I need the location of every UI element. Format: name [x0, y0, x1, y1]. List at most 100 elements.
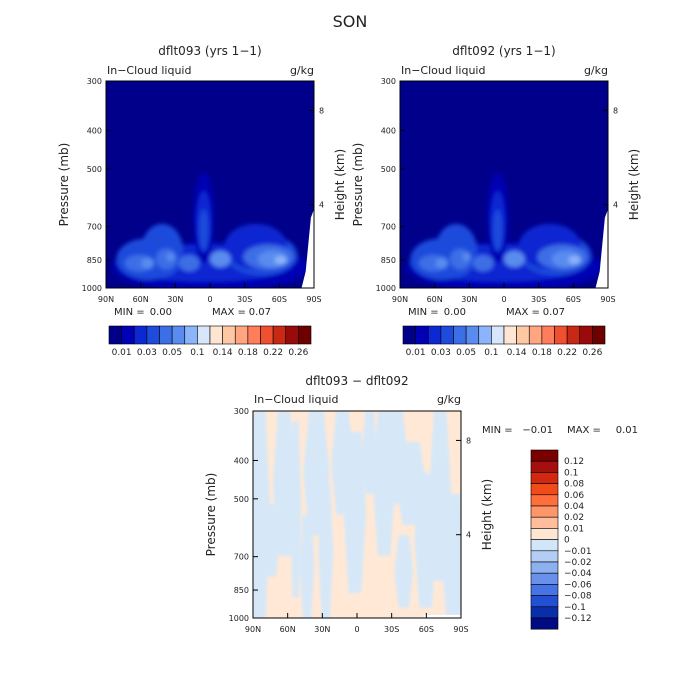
y2-tick-label: 8	[319, 106, 324, 115]
equatorial-plume	[493, 209, 503, 251]
contour-field	[400, 81, 608, 288]
colorbar-swatch	[402, 325, 416, 345]
colorbar-label: 0.26	[288, 348, 308, 358]
y2-axis-label: Height (km)	[480, 479, 494, 550]
y-tick-label: 850	[234, 586, 249, 595]
cloud-liquid-blobs	[112, 172, 314, 288]
x-tick-label: 90N	[245, 625, 261, 634]
colorbar-swatch	[247, 325, 261, 345]
y-tick-label: 400	[87, 126, 102, 135]
y-tick-label: 500	[381, 165, 396, 174]
missing-data	[595, 209, 608, 288]
colorbar-swatch	[272, 325, 287, 345]
cloud-core	[504, 250, 525, 268]
colorbar-label: 0.18	[238, 348, 258, 358]
cloud-core	[141, 257, 154, 269]
variable-label: In−Cloud liquid	[107, 64, 191, 77]
equatorial-plume	[199, 209, 209, 251]
y-tick-label: 700	[381, 223, 396, 232]
units-label: g/kg	[584, 64, 608, 77]
difference-stripes	[253, 411, 461, 618]
colorbar-label: 0.1	[484, 348, 498, 358]
colorbar-label: 0.01	[406, 348, 426, 358]
min-label: MIN =	[408, 307, 439, 318]
colorbar-swatch	[465, 325, 480, 345]
x-tick-label: 0	[501, 295, 506, 304]
max-label: MAX =	[506, 307, 540, 318]
max-value: 0.07	[543, 307, 565, 318]
y-tick-label: 500	[234, 495, 249, 504]
colorbar-label: −0.06	[564, 580, 592, 590]
colorbar-label: −0.12	[564, 614, 592, 624]
colorbar-swatch	[530, 505, 559, 518]
min-label: MIN =	[482, 425, 513, 436]
colorbar-label: −0.08	[564, 592, 592, 602]
x-tick-label: 60N	[280, 625, 296, 634]
colorbar-swatch	[530, 617, 559, 630]
panel-difference: dflt093 − dflt092 In−Cloud liquid g/kg 9…	[204, 374, 638, 634]
colorbar-label: 0.14	[213, 348, 233, 358]
colorbar-swatch	[530, 572, 559, 585]
colorbar-label: 0.04	[564, 502, 584, 512]
y-tick-label: 400	[234, 456, 249, 465]
max-value: 0.07	[249, 307, 271, 318]
x-tick-label: 90S	[453, 625, 468, 634]
colorbar-swatch	[566, 325, 581, 345]
colorbar-swatch	[530, 539, 559, 552]
axes: 90N 60N 30N 0 30S 60S 90S 300 400 500 700 850 1000 8 4…	[57, 77, 347, 304]
negative-difference-region	[361, 411, 377, 494]
colorbar-label: 0.12	[564, 457, 584, 467]
cloud-core	[435, 257, 448, 269]
max-label: MAX =	[567, 425, 601, 436]
colorbar-swatch	[171, 325, 186, 345]
colorbar-swatch	[530, 494, 559, 507]
colorbar-label: 0.08	[564, 480, 584, 490]
cloud-core	[472, 254, 494, 272]
colorbar-swatch	[530, 561, 559, 574]
y-tick-label: 1000	[376, 284, 396, 293]
x-tick-label: 30S	[237, 295, 252, 304]
y-tick-label: 500	[87, 165, 102, 174]
negative-difference-region	[299, 514, 315, 618]
colorbar-swatch	[530, 472, 559, 484]
x-tick-label: 30S	[384, 625, 399, 634]
y2-tick-label: 4	[319, 201, 324, 210]
colorbar-swatch	[516, 325, 530, 345]
difference-field	[253, 411, 461, 618]
colorbar-swatch	[133, 325, 148, 345]
cloud-core	[178, 254, 200, 272]
contour-field	[106, 81, 314, 288]
y-tick-label: 300	[381, 77, 396, 86]
cloud-core	[274, 255, 287, 265]
y2-axis-label: Height (km)	[333, 149, 347, 220]
y2-tick-label: 4	[613, 201, 618, 210]
variable-label: In−Cloud liquid	[401, 64, 485, 77]
colorbar-swatch	[146, 325, 160, 345]
colorbar-label: 0.01	[564, 524, 584, 534]
colorbar-swatch	[530, 528, 559, 540]
negative-difference-region	[261, 504, 281, 577]
panel-dflt093: dflt093 (yrs 1−1) In−Cloud liquid g/kg 9…	[57, 44, 347, 358]
colorbar-swatch	[478, 325, 492, 345]
y-tick-label: 850	[381, 256, 396, 265]
colorbar: 0.01 0.03 0.05 0.1 0.14 0.18 0.22 0.26	[108, 325, 312, 358]
colorbar-swatch	[159, 325, 173, 345]
x-tick-label: 60S	[419, 625, 434, 634]
min-value: −0.01	[522, 425, 553, 436]
colorbar-label: −0.01	[564, 547, 592, 557]
colorbar-swatch	[592, 325, 606, 345]
colorbar-label: −0.1	[564, 603, 586, 613]
colorbar-label: 0.06	[564, 491, 584, 501]
y-tick-label: 1000	[82, 284, 102, 293]
colorbar-swatch	[541, 325, 555, 345]
colorbar-swatch	[530, 483, 559, 496]
colorbar-label: 0.01	[112, 348, 132, 358]
y-tick-label: 700	[234, 553, 249, 562]
colorbar-swatch	[530, 584, 559, 596]
x-tick-label: 90N	[98, 295, 114, 304]
y2-tick-label: 8	[613, 106, 618, 115]
negative-difference-region	[318, 483, 334, 618]
cloud-core	[210, 250, 231, 268]
colorbar-label: 0	[564, 536, 570, 546]
x-tick-label: 0	[354, 625, 359, 634]
